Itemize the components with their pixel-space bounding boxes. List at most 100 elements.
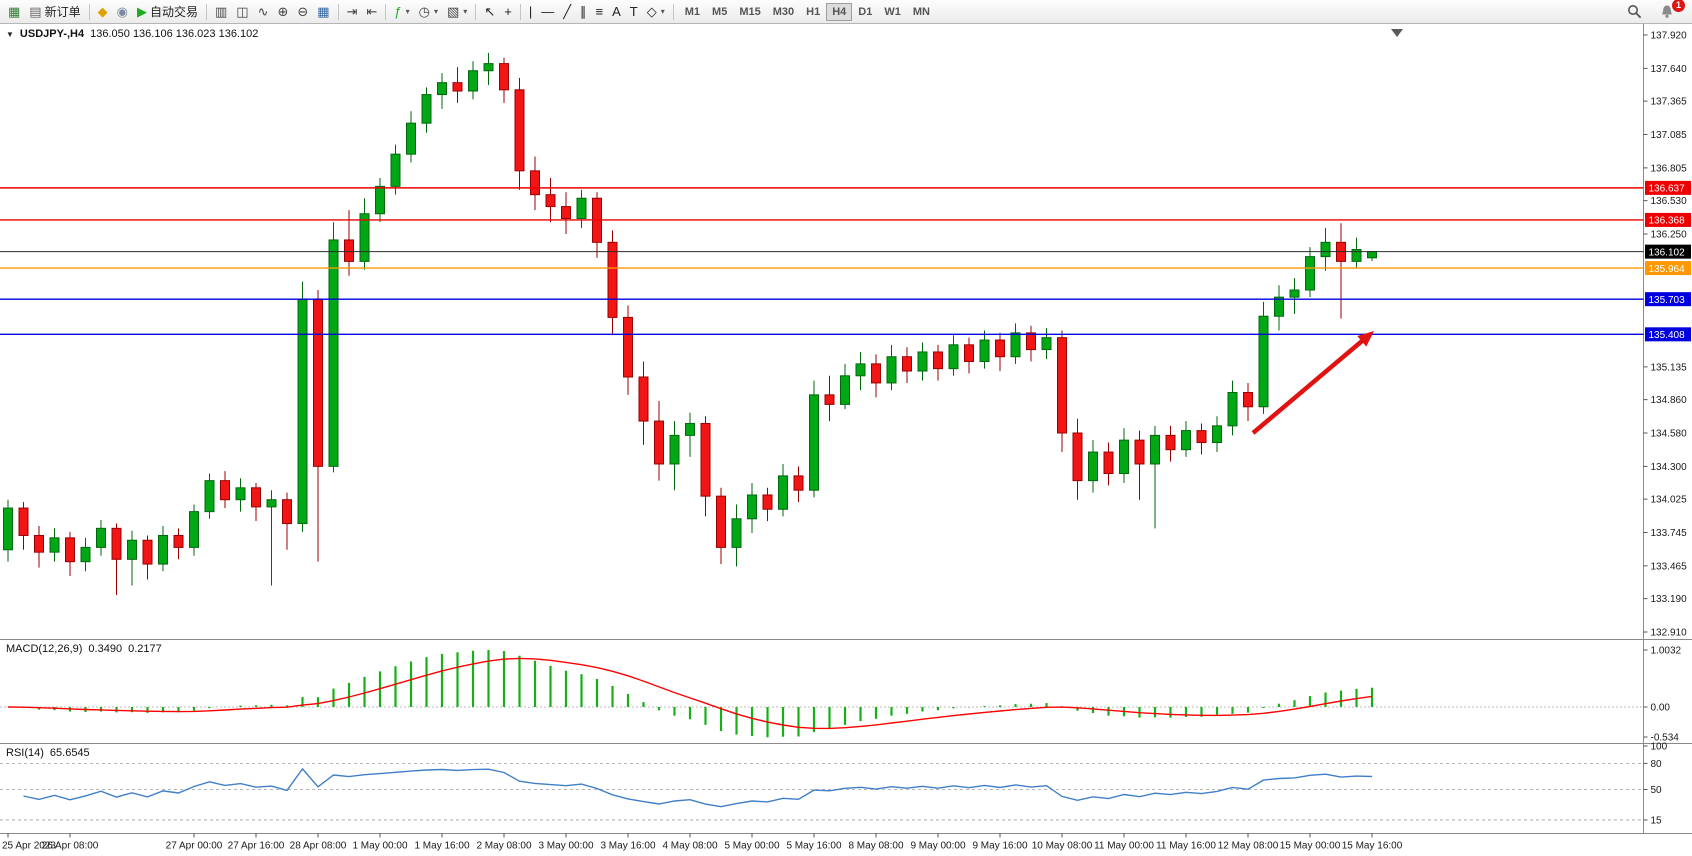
candle-body (1181, 430, 1191, 451)
text-label-button[interactable]: T (626, 2, 642, 22)
time-tick-label: 25 Apr 2023 (2, 841, 56, 852)
indicators-button[interactable]: ƒ ▾ (390, 2, 413, 22)
price-tick-label: 137.640 (1651, 64, 1688, 75)
auto-trading-button[interactable]: ▶ 自动交易 (133, 2, 202, 22)
rsi-scale-label: 50 (1651, 785, 1663, 796)
candle-body (127, 539, 137, 560)
timeframe-m15-button[interactable]: M15 (733, 3, 766, 21)
toolbar-buttons: ▦ ▤ 新订单 ◆ ◉ ▶ 自动交易 ▥ ◫ ∿ ⊕ ⊖ ▦ ⇥ ⇤ ƒ ▾ ◷ ▾ ▧ ▾ ↖ + | — ╱ ∥ ≡ A T ◇ ▾ (4, 2, 677, 22)
timeframe-m5-button[interactable]: M5 (706, 3, 733, 21)
toolbar-separator (519, 3, 521, 20)
chart-candles-icon: ◫ (236, 4, 249, 19)
equidistant-channel-button[interactable]: ∥ (576, 2, 591, 22)
notifications-button[interactable]: 1 (1656, 0, 1685, 22)
candle-body (638, 376, 649, 422)
candle-body (189, 511, 199, 548)
text-button[interactable]: A (608, 2, 625, 22)
search-button[interactable] (1623, 2, 1646, 22)
macd-scale-label: 0.00 (1651, 703, 1671, 714)
rsi-name: RSI(14) (6, 747, 44, 759)
candle-body (220, 480, 230, 501)
trend-arrow-line[interactable] (1251, 339, 1364, 435)
auto-scroll-button[interactable]: ⇥ (343, 2, 362, 22)
indicators-dropdown-icon[interactable]: ▾ (405, 7, 410, 16)
price-tick-label: 137.365 (1651, 97, 1688, 108)
fibonacci-button[interactable]: ≡ (592, 2, 608, 22)
periods-dropdown-icon[interactable]: ▾ (433, 7, 438, 16)
toolbar-separator (672, 3, 674, 20)
timeframe-toolbar: M1 M5 M15 M30 H1 H4 D1 W1 MN (679, 2, 936, 21)
chart-collapse-icon[interactable]: ▼ (6, 30, 14, 39)
trend-arrow-head[interactable] (1357, 331, 1374, 347)
candle-body (390, 153, 401, 187)
shapes-button[interactable]: ◇ ▾ (643, 2, 669, 22)
candle-body (964, 344, 974, 362)
candle-body (173, 534, 184, 548)
candle-body (1010, 332, 1021, 358)
time-tick-label: 5 May 00:00 (724, 841, 779, 852)
price-line-tag (1645, 327, 1691, 342)
community-button[interactable]: ◉ (113, 2, 132, 22)
zoom-out-button[interactable]: ⊖ (293, 2, 312, 22)
chart-line-button[interactable]: ∿ (254, 2, 273, 22)
new-chart-button[interactable]: ▦ (4, 2, 24, 22)
templates-dropdown-icon[interactable]: ▾ (463, 7, 468, 16)
price-tick-label: 133.465 (1651, 561, 1688, 572)
new-order-button[interactable]: ▤ 新订单 (25, 2, 84, 22)
price-tick-label: 135.135 (1651, 362, 1688, 373)
chart-shift-marker[interactable] (1391, 29, 1403, 37)
candle-body (840, 375, 850, 405)
candle-body (654, 420, 664, 465)
time-tick-label: 5 May 16:00 (786, 841, 841, 852)
notification-badge: 1 (1672, 0, 1685, 12)
zoom-in-icon: ⊕ (277, 4, 289, 19)
candle-body (204, 480, 215, 513)
cursor-button[interactable]: ↖ (480, 2, 499, 22)
candle-body (1367, 251, 1377, 259)
new-chart-icon: ▦ (8, 4, 21, 19)
toolbar-separator (88, 3, 90, 20)
candle-body (297, 299, 308, 525)
time-tick-label: 15 May 16:00 (1342, 841, 1403, 852)
price-line-tag (1645, 212, 1691, 227)
timeframe-w1-button[interactable]: W1 (878, 3, 907, 21)
candle-body (142, 539, 153, 565)
candle-body (1103, 451, 1114, 475)
chart-line-icon: ∿ (257, 4, 269, 19)
trendline-icon: ╱ (563, 4, 572, 19)
candle-body (421, 94, 432, 124)
candle-body (437, 82, 447, 96)
crosshair-button[interactable]: + (500, 2, 516, 22)
text-label-icon: T (629, 4, 638, 19)
zoom-in-button[interactable]: ⊕ (273, 2, 292, 22)
templates-button[interactable]: ▧ ▾ (443, 2, 471, 22)
price-tick-label: 136.805 (1651, 163, 1688, 174)
chart-symbol-period: USDJPY-,H4 (19, 28, 85, 40)
timeframe-h4-button[interactable]: H4 (826, 2, 853, 21)
timeframe-m30-button[interactable]: M30 (767, 3, 800, 21)
candle-body (1196, 430, 1207, 444)
candle-body (561, 206, 571, 220)
price-tick-label: 136.530 (1651, 196, 1688, 207)
chart-candles-button[interactable]: ◫ (232, 2, 252, 22)
macd-signal-value: 0.2177 (128, 643, 162, 655)
timeframe-h1-button[interactable]: H1 (800, 3, 826, 21)
timeframe-m1-button[interactable]: M1 (679, 3, 706, 21)
vertical-line-button[interactable]: | (525, 2, 536, 22)
chart-shift-button[interactable]: ⇤ (362, 2, 381, 22)
candle-body (716, 495, 726, 548)
horizontal-line-button[interactable]: — (537, 2, 558, 22)
tile-windows-button[interactable]: ▦ (313, 2, 333, 22)
timeframe-mn-button[interactable]: MN (907, 3, 936, 21)
periods-button[interactable]: ◷ ▾ (415, 2, 442, 22)
timeframe-d1-button[interactable]: D1 (852, 3, 878, 21)
toolbar-separator (205, 3, 207, 20)
time-tick-label: 1 May 16:00 (414, 841, 469, 852)
chart-bars-button[interactable]: ▥ (211, 2, 231, 22)
fibonacci-icon: ≡ (595, 4, 604, 19)
metaeditor-button[interactable]: ◆ (94, 2, 112, 22)
chart-title-bar: ▼ USDJPY-,H4 136.050 136.106 136.023 136… (6, 28, 258, 40)
shapes-dropdown-icon[interactable]: ▾ (660, 7, 665, 16)
trendline-button[interactable]: ╱ (559, 2, 575, 22)
